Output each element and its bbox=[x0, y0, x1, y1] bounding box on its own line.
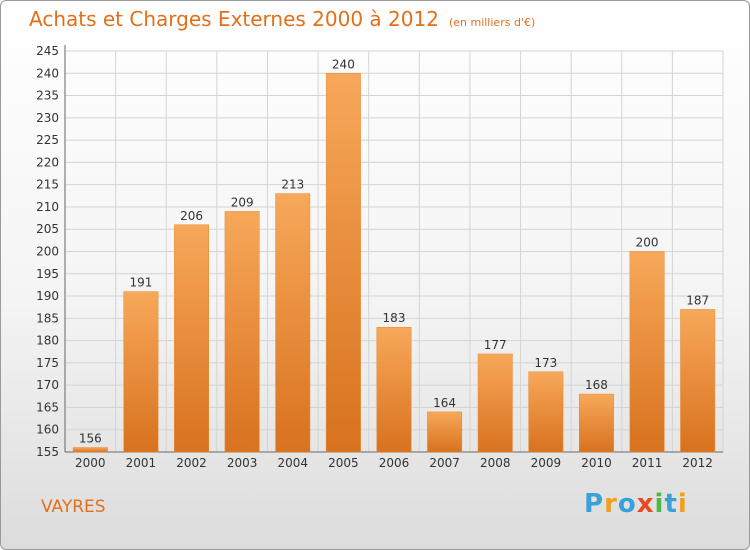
bar-2012 bbox=[680, 309, 716, 453]
value-label-2005: 240 bbox=[332, 57, 355, 71]
proxiti-logo: Proxiti bbox=[584, 489, 688, 519]
x-tick-label-2002: 2002 bbox=[176, 456, 207, 470]
y-tick-label: 155 bbox=[36, 445, 59, 459]
logo-letter: o bbox=[617, 489, 637, 519]
commune-name: VAYRES bbox=[41, 497, 106, 517]
bar-2006 bbox=[376, 326, 412, 453]
bars bbox=[72, 73, 716, 453]
value-label-2012: 187 bbox=[686, 293, 709, 307]
value-label-2004: 213 bbox=[281, 178, 304, 192]
y-tick-label: 205 bbox=[36, 222, 59, 236]
value-label-2000: 156 bbox=[79, 432, 102, 446]
y-tick-label: 195 bbox=[36, 267, 59, 281]
bar-2011 bbox=[629, 251, 665, 453]
x-tick-label-2006: 2006 bbox=[379, 456, 410, 470]
x-tick-label-2000: 2000 bbox=[75, 456, 106, 470]
y-tick-label: 215 bbox=[36, 178, 59, 192]
x-tick-label-2008: 2008 bbox=[480, 456, 511, 470]
y-tick-label: 225 bbox=[36, 133, 59, 147]
value-label-2009: 173 bbox=[534, 356, 557, 370]
value-label-2008: 177 bbox=[484, 338, 507, 352]
x-tick-label-2004: 2004 bbox=[277, 456, 308, 470]
y-tick-label: 240 bbox=[36, 66, 59, 80]
x-tick-label-2010: 2010 bbox=[581, 456, 612, 470]
value-label-2003: 209 bbox=[231, 195, 254, 209]
value-label-2010: 168 bbox=[585, 378, 608, 392]
bar-2000 bbox=[72, 447, 108, 453]
chart-title: Achats et Charges Externes 2000 à 2012 (e… bbox=[29, 7, 535, 31]
x-tick-label-2012: 2012 bbox=[682, 456, 713, 470]
value-label-2002: 206 bbox=[180, 209, 203, 223]
logo-letter: i bbox=[654, 489, 665, 519]
x-tick-label-2011: 2011 bbox=[632, 456, 663, 470]
bar-2007 bbox=[427, 411, 463, 453]
y-tick-label: 200 bbox=[36, 245, 59, 259]
logo-letter: x bbox=[636, 489, 655, 519]
value-label-2007: 164 bbox=[433, 396, 456, 410]
bar-2009 bbox=[528, 371, 564, 453]
labels: 155 160 165 170 175 180 185 190 195 200 205 210 215 2… bbox=[36, 44, 713, 470]
y-tick-label: 220 bbox=[36, 155, 59, 169]
value-label-2001: 191 bbox=[129, 276, 152, 290]
y-tick-label: 180 bbox=[36, 334, 59, 348]
chart-subtitle: (en milliers d'€) bbox=[448, 16, 536, 29]
logo-letter: P bbox=[584, 489, 605, 519]
y-tick-label: 230 bbox=[36, 111, 59, 125]
y-tick-label: 235 bbox=[36, 89, 59, 103]
logo-letter: r bbox=[604, 489, 618, 519]
bar-2002 bbox=[174, 224, 209, 453]
x-tick-label-2007: 2007 bbox=[429, 456, 460, 470]
bar-2010 bbox=[579, 393, 614, 453]
bar-2004 bbox=[275, 193, 311, 453]
bar-2003 bbox=[224, 211, 260, 453]
y-tick-label: 185 bbox=[36, 311, 59, 325]
bar-2008 bbox=[477, 353, 513, 453]
title-text: Achats et Charges Externes 2000 à 2012 bbox=[29, 7, 439, 31]
x-tick-label-2005: 2005 bbox=[328, 456, 359, 470]
value-label-2011: 200 bbox=[636, 236, 659, 250]
bar-2005 bbox=[325, 73, 361, 453]
y-tick-label: 190 bbox=[36, 289, 59, 303]
x-tick-label-2001: 2001 bbox=[126, 456, 157, 470]
y-tick-label: 175 bbox=[36, 356, 59, 370]
y-tick-label: 170 bbox=[36, 378, 59, 392]
logo-letter: t bbox=[664, 489, 678, 519]
x-tick-label-2003: 2003 bbox=[227, 456, 258, 470]
y-tick-label: 160 bbox=[36, 423, 59, 437]
y-tick-label: 210 bbox=[36, 200, 59, 214]
bar-2001 bbox=[123, 291, 159, 453]
value-label-2006: 183 bbox=[383, 311, 406, 325]
y-tick-label: 165 bbox=[36, 400, 59, 414]
x-tick-label-2009: 2009 bbox=[531, 456, 562, 470]
logo-letter: i bbox=[677, 489, 688, 519]
y-tick-label: 245 bbox=[36, 44, 59, 58]
